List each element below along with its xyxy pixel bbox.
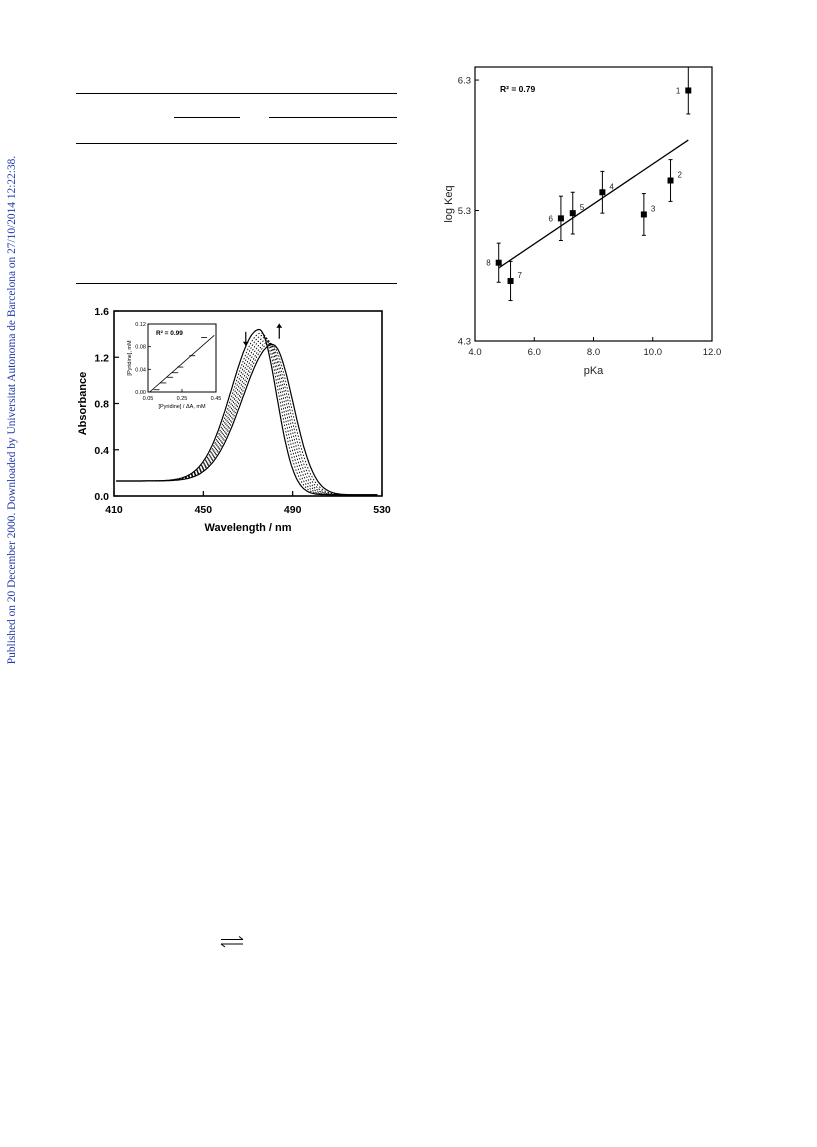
y-axis-label: Absorbance (77, 372, 89, 436)
data-point (640, 211, 647, 218)
spectrum-line (116, 343, 378, 496)
fit-line (498, 139, 689, 269)
y-tick-label: 4.3 (458, 337, 471, 348)
point-label: 5 (580, 203, 585, 212)
point-label: 7 (518, 271, 523, 280)
table-header-rule (76, 143, 397, 144)
x-tick-label: 8.0 (587, 347, 600, 358)
point-label: 6 (548, 214, 553, 223)
arrowhead-icon (242, 341, 249, 346)
x-tick-label: 10.0 (644, 347, 663, 358)
download-notice: Published on 20 December 2000. Downloade… (2, 120, 22, 700)
table-top-rule (76, 93, 397, 94)
inset-frame (147, 323, 217, 393)
y-tick-label: 6.3 (458, 76, 471, 87)
point-label: 1 (676, 86, 681, 95)
y-tick-label: 0.8 (94, 399, 109, 411)
x-tick-label: 6.0 (528, 347, 541, 358)
inset-x-tick-label: 0.25 (177, 396, 188, 402)
data-point (507, 277, 514, 284)
arrowhead-icon (276, 323, 283, 328)
inset-r-squared: R² = 0.99 (156, 330, 183, 337)
inset-x-tick-label: 0.45 (211, 396, 222, 402)
data-point (685, 87, 692, 94)
point-label: 3 (651, 204, 656, 213)
data-point (667, 177, 674, 184)
y-tick-label: 5.3 (458, 206, 471, 217)
y-tick-label: 1.2 (94, 352, 109, 364)
inset-y-label: [Pyridine], mM (127, 340, 133, 376)
y-tick-label: 1.6 (94, 306, 109, 318)
data-point (599, 189, 606, 196)
point-label: 2 (678, 171, 683, 180)
y-axis-label: log Keq (443, 185, 455, 222)
r-squared-annotation: R² = 0.79 (500, 84, 535, 94)
equilibrium-arrow-icon (220, 936, 244, 948)
x-tick-label: 490 (284, 504, 302, 516)
x-axis-label: Wavelength / nm (205, 522, 292, 534)
x-axis-label: pKa (584, 365, 604, 377)
x-tick-label: 530 (373, 504, 391, 516)
x-tick-label: 450 (195, 504, 213, 516)
inset-y-tick-label: 0.04 (135, 367, 146, 373)
table-group-rule-2 (269, 117, 397, 118)
point-label: 8 (486, 259, 491, 268)
download-notice-text: Published on 20 December 2000. Downloade… (6, 155, 19, 665)
data-point (495, 259, 502, 266)
absorbance-figure: 410 450 490 530 0.0 0.4 0.8 1.2 1.6 Wavelength / … (77, 306, 391, 534)
point-label: 4 (609, 182, 614, 191)
inset-x-tick-label: 0.05 (143, 396, 154, 402)
logkeq-vs-pka-figure: 4.0 6.0 8.0 10.0 12.0 4.3 5.3 6.3 pKa log Keq R² =… (443, 66, 722, 377)
table-group-rule-1 (174, 117, 240, 118)
data-point (557, 215, 564, 222)
inset-x-label: [Pyridine] / ΔA, mM (158, 404, 205, 410)
inset-y-tick-label: 0.00 (135, 390, 146, 396)
x-tick-label: 4.0 (468, 347, 481, 358)
data-point (569, 210, 576, 217)
x-tick-label: 12.0 (703, 347, 722, 358)
x-tick-label: 410 (105, 504, 123, 516)
y-tick-label: 0.0 (94, 491, 109, 503)
table-bottom-rule (76, 283, 397, 284)
y-tick-label: 0.4 (94, 445, 109, 457)
inset-y-tick-label: 0.08 (135, 345, 146, 351)
inset-y-tick-label: 0.12 (135, 322, 146, 328)
